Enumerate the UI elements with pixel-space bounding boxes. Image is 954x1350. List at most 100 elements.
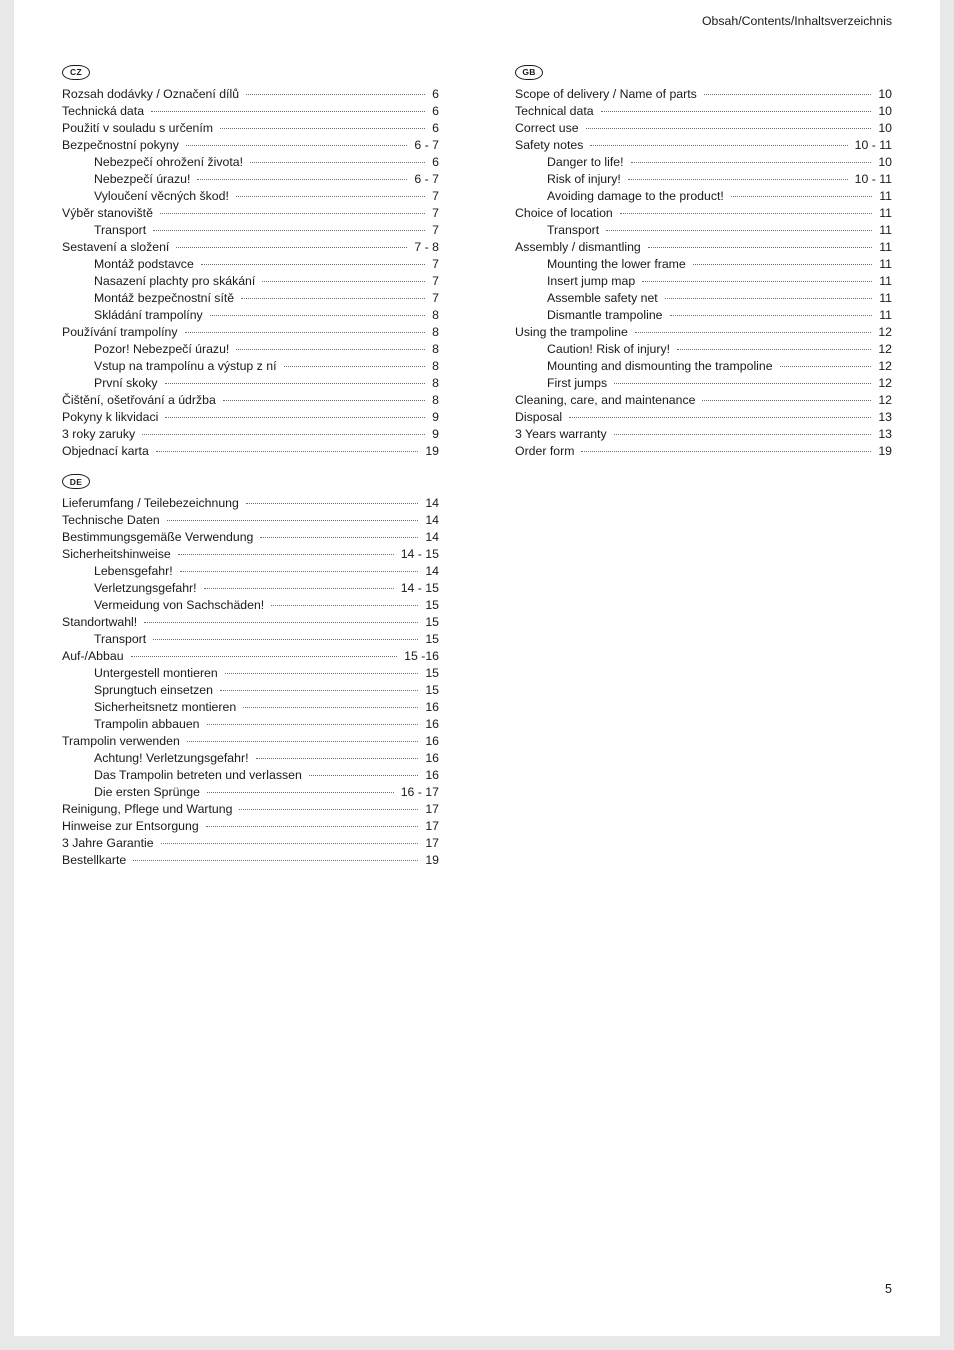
toc-row: Nasazení plachty pro skákání 7 [62,273,439,290]
toc-page: 6 [428,86,439,103]
toc-label: Vermeidung von Sachschäden! [62,597,268,614]
toc-leader [704,94,872,95]
toc-leader [614,434,872,435]
toc-label: Reinigung, Pflege und Wartung [62,801,236,818]
toc-label: 3 roky zaruky [62,426,139,443]
toc-page: 12 [874,375,892,392]
toc-label: Objednací karta [62,443,153,460]
toc-label: Bestellkarte [62,852,130,869]
toc-label: Mounting the lower frame [515,256,690,273]
toc-leader [220,128,425,129]
toc-row: Safety notes10 - 11 [515,137,892,154]
toc-page: 15 [421,631,439,648]
toc-row: Bestimmungsgemäße Verwendung14 [62,529,439,546]
toc-page: 7 [428,188,439,205]
toc-label: 3 Years warranty [515,426,611,443]
toc-leader [246,94,425,95]
toc-label: Rozsah dodávky / Označení dílů [62,86,243,103]
toc-label: Order form [515,443,578,460]
toc-label: Using the trampoline [515,324,632,341]
toc-leader [144,622,418,623]
toc-row: Vstup na trampolínu a výstup z ní 8 [62,358,439,375]
toc-page: 13 [874,409,892,426]
toc-page: 9 [428,409,439,426]
toc-page: 15 [421,614,439,631]
toc-row: Sicherheitshinweise14 - 15 [62,546,439,563]
toc-page: 19 [421,852,439,869]
toc-row: Hinweise zur Entsorgung17 [62,818,439,835]
toc-label: Pozor! Nebezpečí úrazu! [62,341,233,358]
toc-row: Čištění, ošetřování a údržba8 [62,392,439,409]
toc-leader [131,656,398,657]
toc-leader [186,145,407,146]
toc-row: Nebezpečí úrazu!6 - 7 [62,171,439,188]
toc-leader [223,400,425,401]
toc-leader [648,247,872,248]
toc-leader [225,673,419,674]
toc-page: 14 - 15 [397,546,439,563]
toc-label: Cleaning, care, and maintenance [515,392,699,409]
toc-section: DELieferumfang / Teilebezeichnung14Techn… [62,474,439,870]
toc-page: 8 [428,392,439,409]
toc-row: Avoiding damage to the product!11 [515,188,892,205]
language-badge: GB [515,65,543,80]
toc-page: 8 [428,324,439,341]
toc-leader [236,196,425,197]
toc-row: Standortwahl!15 [62,614,439,631]
toc-label: Nasazení plachty pro skákání [62,273,259,290]
toc-label: Trampolin abbauen [62,716,204,733]
toc-page: 14 - 15 [397,580,439,597]
toc-page: 10 [874,154,892,171]
language-badge: DE [62,474,90,489]
toc-row: Vermeidung von Sachschäden!15 [62,597,439,614]
toc-page: 11 [875,290,892,307]
toc-row: Assemble safety net11 [515,290,892,307]
toc-page: 8 [428,307,439,324]
toc-label: První skoky [62,375,162,392]
toc-page: 8 [428,358,439,375]
toc-row: Nebezpečí ohrožení života!6 [62,154,439,171]
toc-leader [180,571,419,572]
toc-row: Assembly / dismantling11 [515,239,892,256]
toc-leader [241,298,425,299]
toc-label: Dismantle trampoline [515,307,667,324]
toc-label: Das Trampolin betreten und verlassen [62,767,306,784]
toc-leader [220,690,418,691]
toc-row: Transport7 [62,222,439,239]
toc-label: Pokyny k likvidaci [62,409,162,426]
toc-leader [178,554,394,555]
toc-row: Sicherheitsnetz montieren16 [62,699,439,716]
toc-page: 11 [875,188,892,205]
toc-leader [204,588,394,589]
toc-page: 10 - 11 [851,171,892,188]
toc-label: Technical data [515,103,598,120]
toc-label: 3 Jahre Garantie [62,835,158,852]
toc-label: Vyloučení věcných škod! [62,188,233,205]
toc-row: Using the trampoline12 [515,324,892,341]
toc-row: Bezpečnostní pokyny6 - 7 [62,137,439,154]
document-page: Obsah/Contents/Inhaltsverzeichnis CZRozs… [14,0,940,1336]
toc-row: Objednací karta19 [62,443,439,460]
toc-page: 9 [428,426,439,443]
toc-page: 7 [428,273,439,290]
toc-row: Caution! Risk of injury!12 [515,341,892,358]
left-column: CZRozsah dodávky / Označení dílů6Technic… [62,64,439,883]
page-number: 5 [885,1282,892,1296]
toc-row: Použití v souladu s určením6 [62,120,439,137]
toc-page: 7 [428,205,439,222]
toc-leader [201,264,425,265]
toc-page: 10 [874,86,892,103]
toc-leader [246,503,418,504]
toc-label: Vstup na trampolínu a výstup z ní [62,358,281,375]
toc-leader [243,707,418,708]
toc-label: Nebezpečí ohrožení života! [62,154,247,171]
toc-leader [780,366,872,367]
toc-row: First jumps12 [515,375,892,392]
toc-page: 7 [428,290,439,307]
toc-page: 10 [874,103,892,120]
toc-leader [262,281,425,282]
toc-page: 17 [421,818,439,835]
toc-label: Trampolin verwenden [62,733,184,750]
toc-row: Achtung! Verletzungsgefahr!16 [62,750,439,767]
toc-row: Používání trampolíny8 [62,324,439,341]
